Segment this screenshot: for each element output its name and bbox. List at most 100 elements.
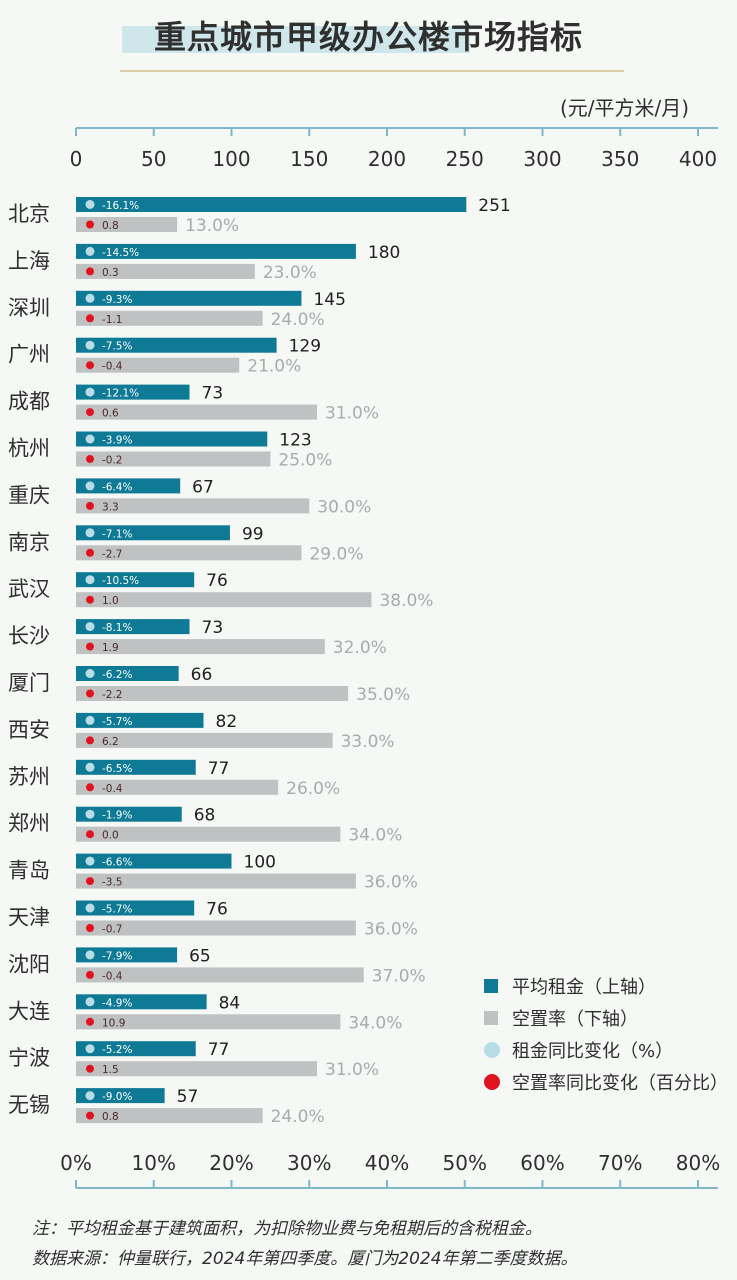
rent-bar [76,243,356,259]
category-label: 成都 [8,390,50,414]
rent-change-label: -14.5% [102,247,139,259]
vacancy-value-label: 33.0% [341,732,395,752]
rent-change-label: -5.2% [102,1044,132,1056]
vacancy-change-dot [86,642,94,651]
rent-value-label: 82 [216,712,238,732]
rent-change-label: -9.3% [102,294,132,306]
top-axis-tick-label: 0 [70,147,83,171]
vacancy-change-label: 10.9 [102,1017,125,1029]
vacancy-change-dot [86,408,94,417]
vacancy-change-label: 6.2 [102,736,119,748]
rent-change-label: -16.1% [102,200,139,212]
rent-change-label: -5.7% [102,904,132,916]
rent-change-label: -7.9% [102,950,132,962]
rent-bar [76,337,277,353]
rent-value-label: 68 [194,806,216,826]
vacancy-change-label: -2.2 [102,689,123,701]
bottom-axis-tick-label: 80% [676,1151,720,1175]
rent-bar [76,759,196,775]
vacancy-value-label: 26.0% [286,779,340,799]
vacancy-change-label: -0.4 [102,970,123,982]
rent-change-dot [85,387,95,397]
top-axis-tick-label: 150 [290,147,328,171]
rent-change-label: -7.1% [102,528,132,540]
legend-item-rent: 平均租金（上轴） [484,970,728,1002]
vacancy-value-label: 24.0% [271,310,325,330]
rent-change-dot [85,1044,95,1054]
rent-bar [76,384,190,400]
vacancy-change-dot [86,501,94,510]
rent-value-label: 73 [202,618,224,638]
vacancy-change-dot [86,595,94,604]
vacancy-value-label: 34.0% [348,1013,402,1033]
vacancy-change-label: -0.2 [102,455,123,467]
legend-label-vacancy-change: 空置率同比变化（百分比） [512,1073,728,1094]
vacancy-bar [76,592,372,608]
vacancy-value-label: 29.0% [309,544,363,564]
category-label: 南京 [8,530,50,554]
legend-dot-rent-change [484,1042,500,1058]
vacancy-value-label: 32.0% [333,638,387,658]
rent-value-label: 77 [208,1040,230,1060]
rent-bar [76,947,178,963]
vacancy-change-dot [86,970,94,979]
rent-value-label: 73 [202,384,224,404]
vacancy-change-dot [86,830,94,839]
rent-change-label: -1.9% [102,810,132,822]
legend-swatch-rent [484,979,498,993]
vacancy-bar [76,357,240,373]
vacancy-bar [76,779,279,795]
vacancy-change-dot [86,548,94,557]
rent-change-label: -6.2% [102,669,132,681]
vacancy-change-label: 0.8 [102,1111,119,1123]
category-label: 西安 [8,718,50,742]
vacancy-bar [76,826,341,842]
rent-bar [76,1088,165,1104]
vacancy-change-dot [86,689,94,698]
title-highlight [122,26,470,53]
category-label: 无锡 [8,1093,50,1117]
rent-bar [76,712,204,728]
vacancy-value-label: 34.0% [348,826,402,846]
vacancy-change-label: -0.4 [102,783,123,795]
legend-label-vacancy: 空置率（下轴） [512,1009,638,1030]
vacancy-value-label: 24.0% [271,1107,325,1127]
vacancy-bar [76,217,178,232]
legend-label-rent: 平均租金（上轴） [512,977,656,998]
rent-change-dot [85,1091,95,1101]
legend: 平均租金（上轴） 空置率（下轴） 租金同比变化（%） 空置率同比变化（百分比） [484,970,728,1098]
vacancy-change-label: -2.7 [102,548,123,560]
legend-item-vacancy: 空置率（下轴） [484,1002,728,1034]
bottom-axis-tick-label: 40% [365,1151,409,1175]
rent-bar [76,1041,196,1057]
vacancy-value-label: 31.0% [325,1060,379,1080]
rent-change-dot [85,997,95,1007]
rent-value-label: 99 [242,524,264,544]
legend-label-rent-change: 租金同比变化（%） [512,1041,674,1062]
rent-value-label: 100 [244,853,276,873]
rent-bar [76,666,179,681]
rent-value-label: 145 [313,290,345,310]
vacancy-change-dot [86,877,94,886]
rent-bar [76,619,190,635]
vacancy-bar [76,404,318,420]
top-axis-tick-label: 200 [368,147,406,171]
vacancy-bar [76,732,333,748]
rent-change-label: -8.1% [102,622,132,634]
rent-change-label: -7.5% [102,341,132,353]
legend-item-vacancy-change: 空置率同比变化（百分比） [484,1066,728,1098]
vacancy-change-dot [86,1111,94,1120]
footnote: 注：平均租金基于建筑面积，为扣除物业费与免租期后的含税租金。 [32,1219,542,1239]
rent-change-label: -12.1% [102,388,139,400]
vacancy-bar [76,920,356,936]
vacancy-change-label: 1.5 [102,1064,119,1076]
rent-change-label: -9.0% [102,1091,132,1103]
vacancy-change-dot [86,736,94,745]
rent-change-label: -10.5% [102,575,139,587]
vacancy-change-dot [86,455,94,463]
rent-change-dot [85,200,95,209]
bottom-axis-tick-label: 60% [520,1151,564,1175]
rent-value-label: 77 [208,759,230,779]
rent-change-dot [85,246,95,256]
vacancy-bar [76,686,349,701]
